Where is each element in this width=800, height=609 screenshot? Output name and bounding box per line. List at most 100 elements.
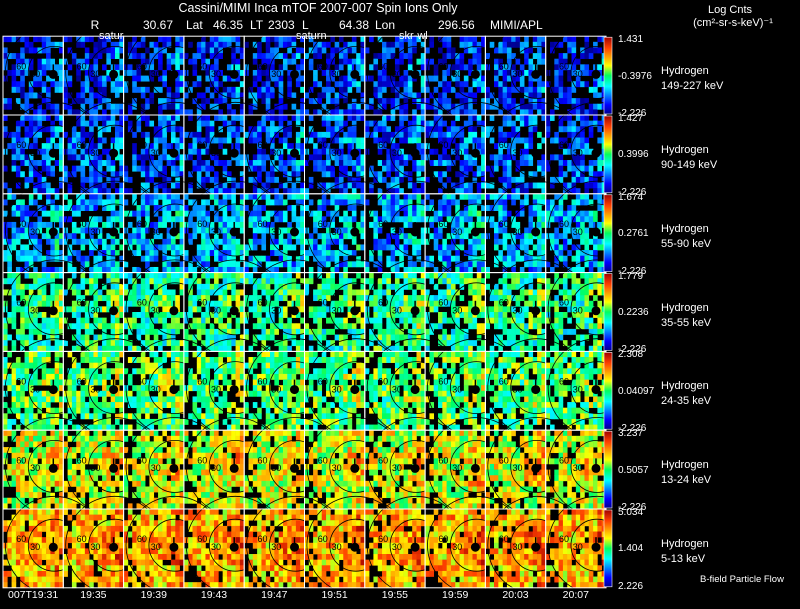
ring-line [427, 495, 526, 595]
ring-label: 60 [258, 61, 268, 71]
ring-label: 60 [559, 140, 569, 150]
chart-title: Cassini/MIMI Inca mTOF 2007-007 Spin Ion… [178, 1, 458, 15]
ring-label: 30 [392, 148, 402, 158]
ring-label: 30 [211, 306, 221, 316]
ring-label: 60 [438, 140, 448, 150]
ring-label: 60 [318, 534, 328, 544]
ring-label: 60 [438, 377, 448, 387]
ring-line [547, 495, 647, 595]
ring-line [148, 46, 202, 99]
ring-label: 30 [30, 227, 40, 237]
ring-label: 60 [559, 455, 569, 465]
sky-map-panel: 60 30 [304, 101, 406, 201]
species-label: Hydrogen [661, 301, 709, 314]
ring-label: 30 [513, 227, 523, 237]
colorbar-max-label: 1.674 [618, 191, 644, 203]
ring-label: 60 [197, 140, 207, 150]
ring-label: 30 [573, 384, 583, 394]
time-tick-label: 19:43 [200, 588, 228, 601]
ring-label: 30 [211, 227, 221, 237]
sky-map-panel: 60 30 [484, 338, 587, 437]
energy-label: 90-149 keV [661, 159, 718, 171]
ring-label: 60 [258, 534, 268, 544]
ring-label: 60 [499, 377, 509, 387]
colorbar [603, 430, 613, 509]
ring-label: 30 [573, 542, 583, 552]
colorbar [603, 273, 613, 351]
ring-line [246, 23, 345, 122]
ring-line [27, 124, 81, 178]
ring-label: 30 [573, 463, 583, 473]
lon-value: 296.56 [438, 18, 475, 32]
ring-label: 60 [137, 455, 147, 465]
ring-line [389, 518, 443, 572]
colorbar-min-label: -2.226 [618, 344, 647, 356]
ring-label: 30 [452, 384, 462, 394]
colorbar-mid-label: -0.3976 [618, 70, 652, 82]
ring-label: 30 [271, 463, 281, 473]
species-label: Hydrogen [661, 380, 709, 393]
ring-label: 60 [258, 298, 268, 308]
colorbar-min-label: 2.226 [618, 580, 644, 592]
org-label: MIMI/APL [490, 18, 543, 32]
ring-label: 30 [90, 69, 100, 79]
ring-label: 60 [77, 61, 87, 71]
ring-label: 60 [559, 298, 569, 308]
ring-label: 60 [318, 140, 328, 150]
r-value: 30.67 [142, 18, 174, 32]
ring-label: 60 [77, 140, 87, 150]
colorbar-mid-label: 0.2761 [618, 228, 649, 240]
ring-label: 60 [318, 298, 328, 308]
ring-label: 30 [211, 384, 221, 394]
ring-label: 60 [16, 61, 26, 71]
colorbar [603, 115, 613, 194]
ring-line [570, 518, 624, 572]
ring-label: 60 [77, 377, 87, 387]
ring-label: 60 [16, 298, 26, 308]
ring-label: 30 [271, 69, 281, 79]
energy-label: 13-24 keV [661, 474, 712, 487]
colorbar-max-label: 1.779 [618, 270, 644, 282]
ring-label: 30 [332, 384, 342, 394]
ring-label: 30 [513, 148, 523, 158]
ring-label: 30 [573, 306, 583, 316]
energy-label: 35-55 keV [661, 316, 712, 329]
ring-label: 60 [16, 219, 26, 229]
units-label: (cm²-sr-s-keV)⁻¹ [693, 17, 773, 29]
ring-line [329, 518, 383, 572]
ring-label: 30 [211, 69, 221, 79]
colorbar [603, 194, 613, 272]
sky-map-panel: 60 30 [424, 101, 526, 201]
ring-label: 30 [90, 148, 100, 158]
energy-label: 24-35 keV [661, 395, 712, 408]
ring-label: 30 [332, 463, 342, 473]
ring-label: 60 [318, 61, 328, 71]
ring-label: 30 [452, 227, 462, 237]
sky-map-panel: 60 30 [484, 417, 587, 516]
ring-line [510, 203, 564, 257]
ring-label: 30 [573, 69, 583, 79]
ring-label: 30 [332, 542, 342, 552]
colorbar [603, 36, 613, 115]
sky-map-panel: 60 30 [2, 180, 104, 280]
ring-line [389, 124, 443, 178]
ring-label: 30 [513, 306, 523, 316]
ring-label: 30 [452, 542, 462, 552]
ring-label: 30 [392, 542, 402, 552]
ring-line [88, 124, 141, 178]
ring-label: 60 [16, 140, 26, 150]
